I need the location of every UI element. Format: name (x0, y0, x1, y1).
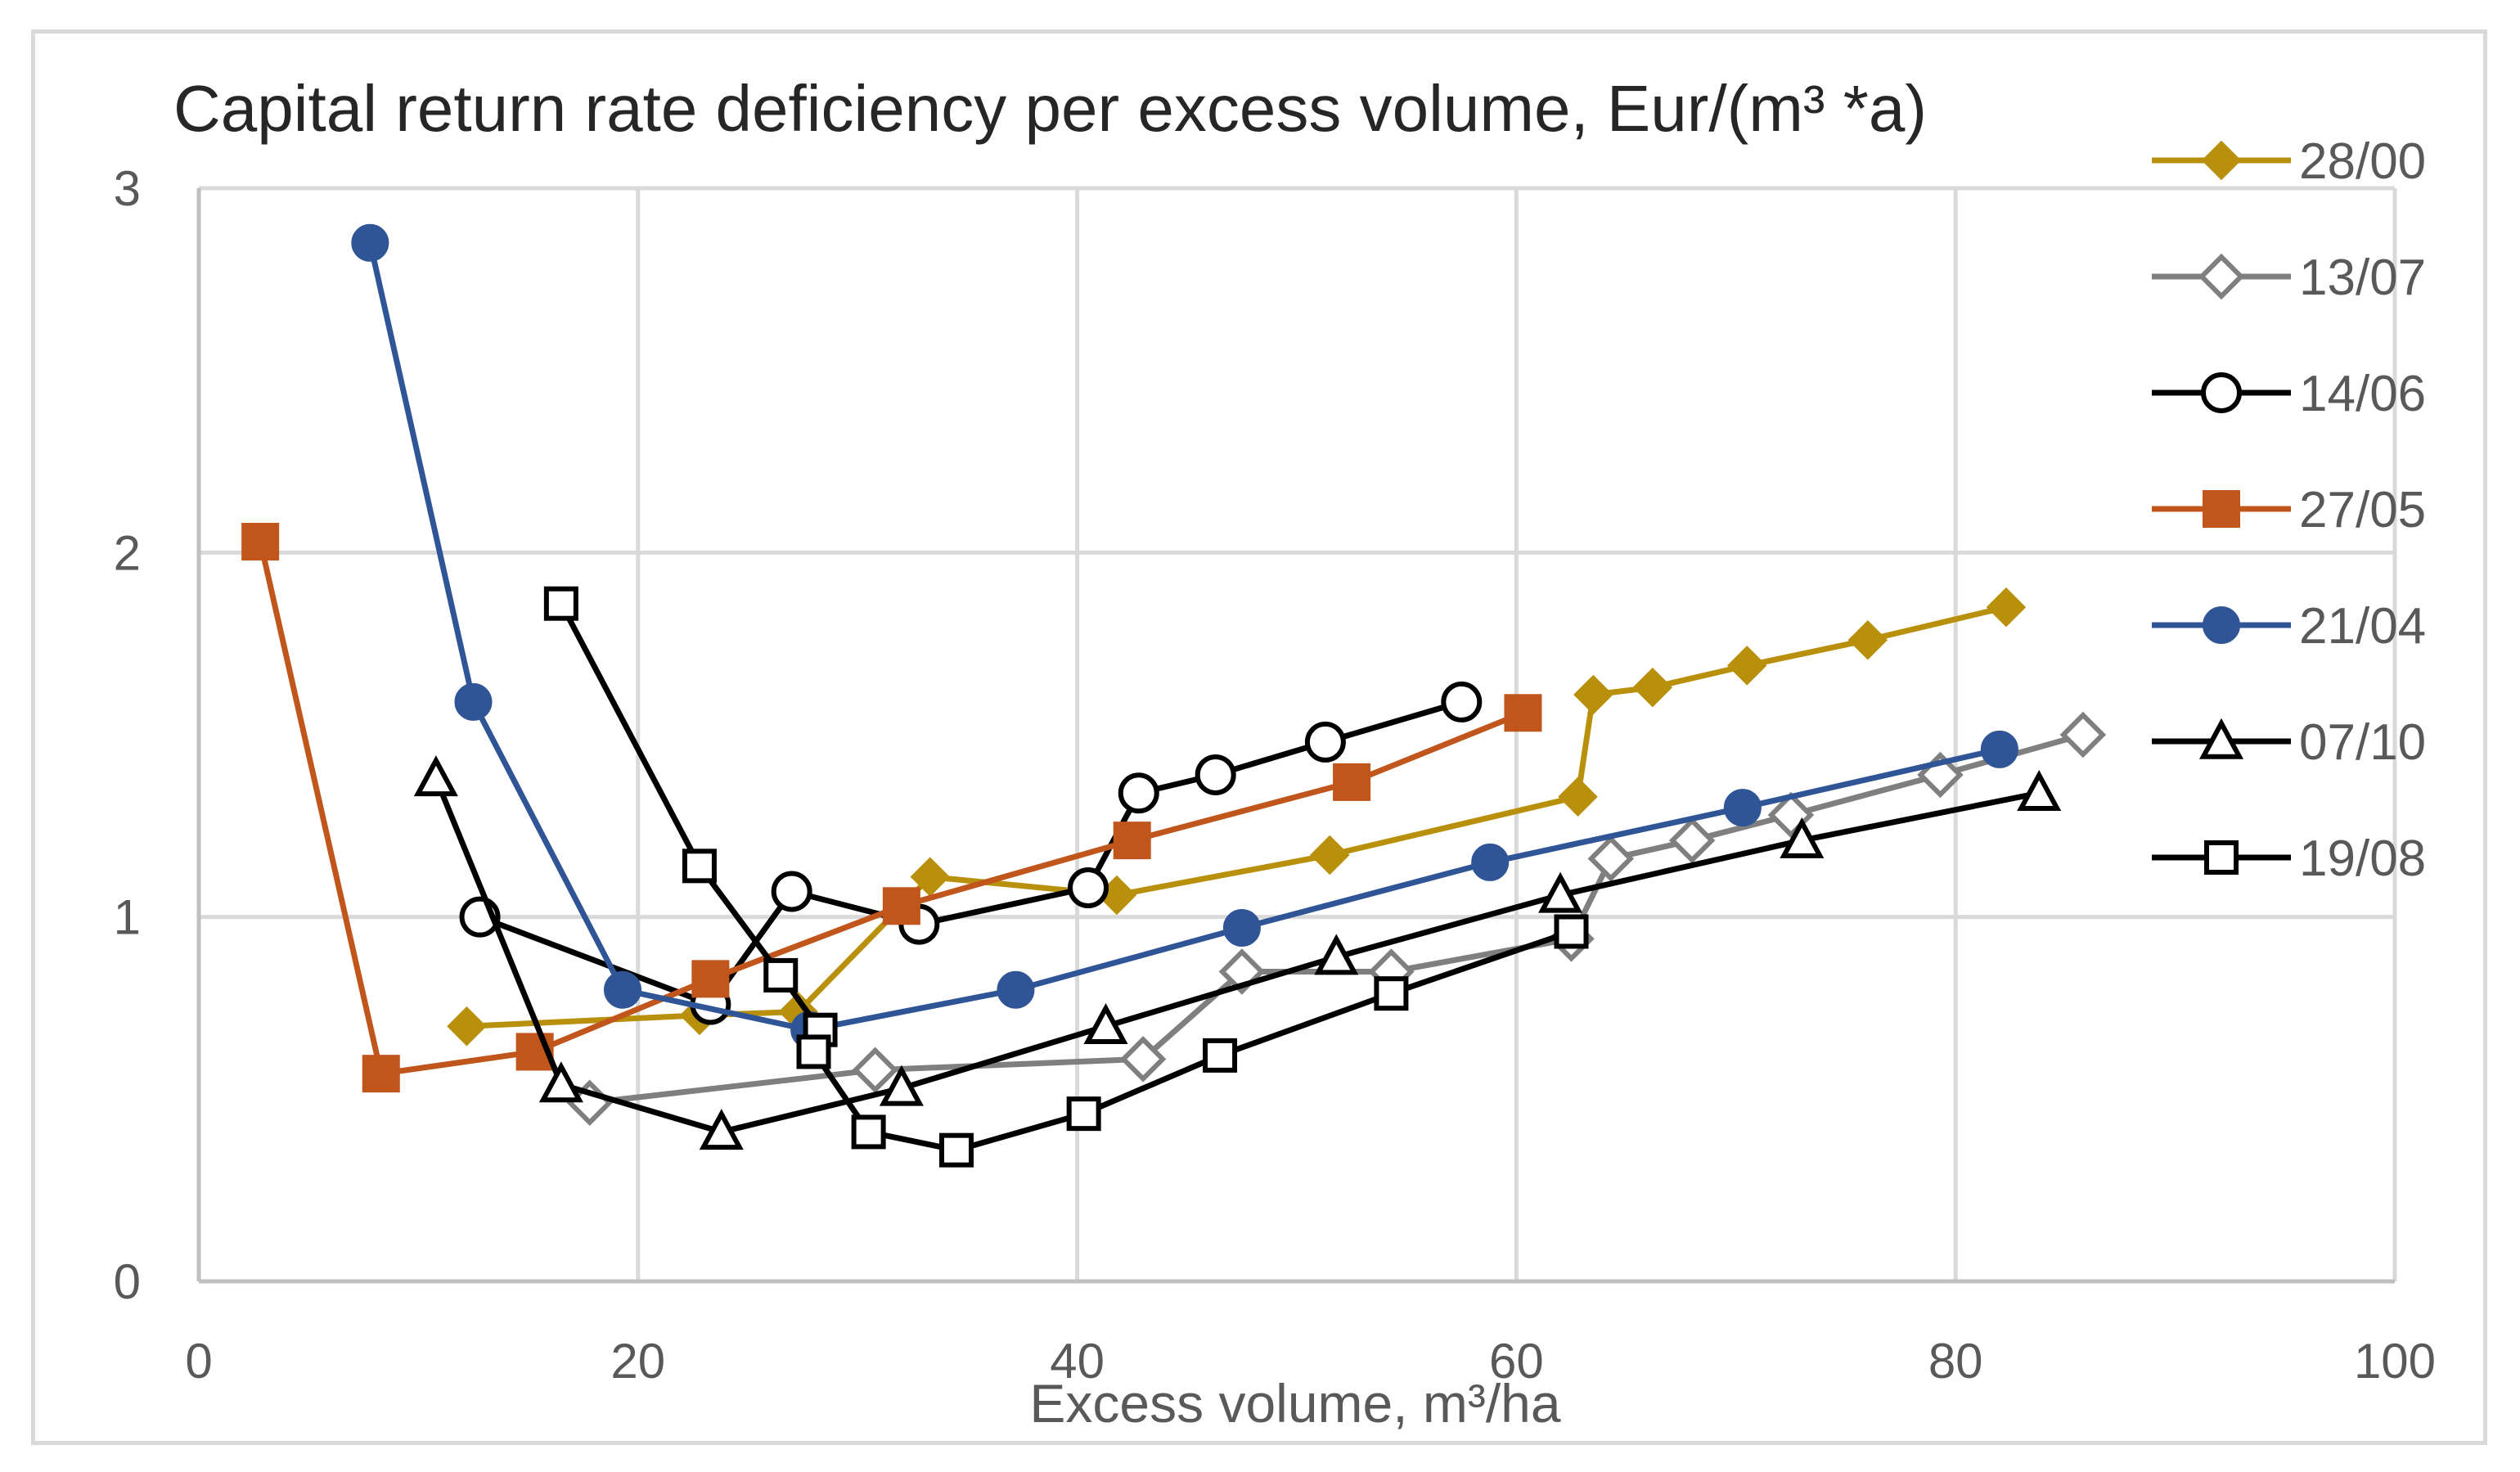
triangle-marker (1538, 871, 1583, 913)
legend-item-07-10: 07/10 (2152, 714, 2426, 771)
x-tick-label: 20 (610, 1334, 665, 1389)
series-line (257, 541, 1524, 1077)
diamond-marker (1986, 587, 2027, 628)
diamond-marker (1587, 835, 1635, 882)
circle-marker (1222, 909, 1261, 948)
diamond-marker (1726, 646, 1767, 686)
triangle-marker (1314, 934, 1359, 975)
legend-label: 19/08 (2299, 831, 2426, 887)
legend-label: 07/10 (2299, 714, 2426, 771)
diamond-marker (2201, 140, 2242, 181)
legend-item-28-00: 28/00 (2152, 133, 2426, 190)
triangle-marker (699, 1109, 744, 1150)
legend-label: 28/00 (2299, 133, 2426, 190)
circle-marker (1118, 772, 1159, 814)
circle-marker (1980, 730, 2018, 768)
diamond-marker (1632, 667, 1673, 708)
legend-item-21-04: 21/04 (2152, 598, 2426, 655)
triangle-marker (879, 1065, 924, 1106)
y-tick-label: 1 (114, 890, 141, 945)
square-marker (1333, 763, 1371, 801)
circle-marker (2203, 606, 2240, 644)
diamond-marker (447, 1006, 487, 1047)
legend-label: 13/07 (2299, 250, 2426, 306)
square-marker (1203, 1038, 1238, 1073)
triangle-marker (2198, 718, 2244, 759)
circle-marker (351, 223, 389, 262)
diamond-marker (1668, 817, 1716, 864)
square-marker (851, 1114, 886, 1150)
triangle-marker (1083, 1002, 1128, 1044)
diamond-marker (1847, 619, 1888, 660)
circle-marker (1068, 867, 1109, 909)
series-19-08 (543, 586, 1589, 1168)
circle-marker (997, 970, 1035, 1009)
diamond-marker (852, 1047, 898, 1093)
series-27-05 (241, 522, 1542, 1093)
y-tick-label: 2 (114, 525, 141, 580)
square-marker (1554, 914, 1589, 949)
x-axis-title: Excess volume, m³/ha (1029, 1373, 1560, 1434)
circle-marker (2201, 372, 2242, 413)
circle-marker (1304, 721, 1346, 763)
circle-marker (604, 970, 642, 1009)
diamond-marker (2198, 253, 2245, 300)
square-marker (682, 849, 717, 884)
square-marker (362, 1055, 400, 1093)
triangle-marker (2017, 769, 2062, 811)
x-tick-label: 40 (1050, 1334, 1105, 1389)
square-marker (1374, 976, 1409, 1011)
circle-marker (771, 871, 812, 912)
square-marker (2203, 490, 2240, 528)
diamond-marker (1310, 835, 1350, 876)
diamond-marker (1558, 777, 1598, 817)
square-marker (2204, 840, 2239, 875)
legend-label: 27/05 (2299, 482, 2426, 538)
legend-item-14-06: 14/06 (2152, 366, 2426, 422)
x-tick-label: 80 (1928, 1334, 1983, 1389)
y-tick-label: 3 (114, 161, 141, 216)
circle-marker (454, 682, 493, 721)
legend-label: 14/06 (2299, 366, 2426, 422)
square-marker (796, 1034, 831, 1069)
legend-item-19-08: 19/08 (2152, 831, 2426, 887)
square-marker (691, 960, 730, 998)
chart-title: Capital return rate deficiency per exces… (173, 72, 1927, 145)
diamond-marker (910, 857, 951, 897)
diamond-marker (2059, 711, 2107, 759)
triangle-marker (538, 1061, 583, 1103)
legend-item-27-05: 27/05 (2152, 482, 2426, 538)
square-marker (763, 957, 799, 993)
square-marker (543, 586, 578, 621)
square-marker (1113, 822, 1151, 860)
axes: 0 20 40 60 80 100 0 1 2 3 (114, 161, 2436, 1389)
x-tick-label: 100 (2354, 1334, 2436, 1389)
y-tick-label: 0 (114, 1254, 141, 1309)
diamond-marker (1573, 674, 1613, 715)
triangle-marker (413, 755, 458, 797)
circle-marker (1471, 843, 1510, 881)
x-tick-label: 0 (185, 1334, 212, 1389)
legend-label: 21/04 (2299, 598, 2426, 655)
circle-marker (1195, 754, 1236, 795)
series-line (367, 242, 2000, 1033)
diamond-marker (1119, 1036, 1167, 1083)
legend: 28/00 13/07 14/06 27/05 21/04 07/10 19/08 (2152, 133, 2426, 887)
square-marker (882, 887, 920, 925)
square-marker (1066, 1096, 1101, 1132)
circle-marker (1723, 789, 1762, 827)
circle-marker (1441, 681, 1483, 722)
square-marker (1504, 694, 1542, 732)
legend-item-13-07: 13/07 (2152, 250, 2426, 306)
x-tick-label: 60 (1489, 1334, 1544, 1389)
series-lines (241, 223, 2107, 1168)
series-07-10 (413, 755, 2062, 1150)
series-21-04 (351, 223, 2018, 1049)
triangle-marker (1780, 817, 1825, 858)
square-marker (938, 1132, 974, 1168)
square-marker (241, 522, 280, 560)
